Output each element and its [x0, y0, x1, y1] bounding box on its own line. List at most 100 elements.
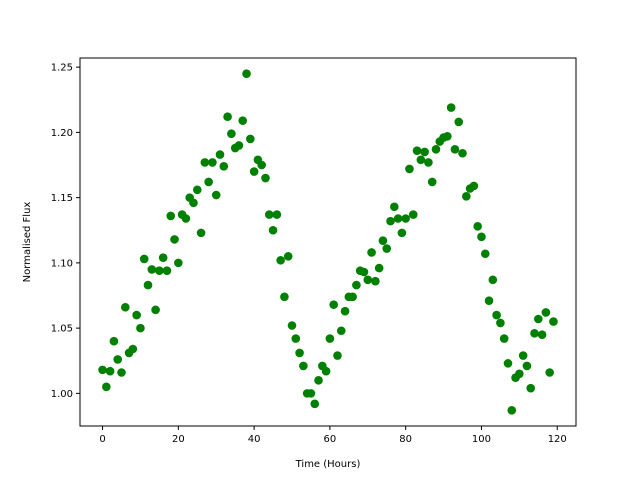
point [333, 351, 342, 360]
point [359, 267, 369, 277]
point [522, 361, 532, 371]
y-tick-label: 1.05 [51, 324, 73, 335]
x-tick-label: 40 [248, 434, 261, 445]
point [325, 334, 335, 343]
y-tick-label: 1.00 [51, 389, 73, 400]
point [446, 103, 456, 112]
point [147, 265, 157, 274]
point [204, 177, 213, 187]
point [382, 244, 392, 253]
point [390, 202, 399, 212]
point [181, 214, 191, 223]
point [450, 145, 460, 154]
x-axis-label: Time (Hours) [295, 459, 361, 470]
point [208, 158, 217, 167]
point [431, 145, 441, 154]
point [420, 147, 429, 157]
point [291, 334, 301, 343]
point [257, 160, 266, 170]
point [314, 376, 323, 385]
point [454, 117, 464, 127]
point [515, 369, 524, 379]
point [499, 334, 509, 343]
point [537, 330, 547, 339]
point [120, 302, 130, 312]
point [215, 150, 225, 159]
point [348, 292, 357, 302]
point [155, 266, 164, 276]
point [427, 177, 437, 187]
point [526, 383, 536, 393]
point [272, 210, 282, 219]
point [416, 155, 426, 165]
point [321, 366, 331, 376]
point [200, 158, 210, 167]
point [151, 305, 160, 315]
y-tick-label: 1.15 [51, 193, 73, 204]
point [261, 173, 270, 183]
x-tick-label: 0 [99, 434, 105, 445]
point [503, 359, 513, 368]
point [473, 222, 482, 231]
point [397, 228, 407, 238]
point [295, 348, 304, 358]
point [242, 69, 251, 78]
point [143, 280, 153, 290]
point [128, 344, 138, 354]
point [170, 235, 179, 244]
point [283, 252, 293, 261]
point [158, 253, 168, 262]
point [189, 198, 198, 208]
point [424, 158, 433, 167]
point [549, 317, 558, 326]
point [378, 236, 388, 245]
point [306, 389, 316, 398]
point [98, 365, 107, 375]
point [533, 314, 543, 324]
point [329, 300, 338, 309]
point [367, 248, 376, 257]
point [340, 306, 350, 316]
point [401, 214, 410, 223]
point [113, 355, 123, 364]
point [386, 216, 395, 226]
point [496, 318, 505, 328]
point [545, 368, 554, 377]
point [443, 131, 452, 141]
point [541, 308, 551, 317]
point [530, 329, 539, 338]
point [477, 232, 486, 242]
point [136, 323, 145, 333]
point [408, 210, 418, 219]
point [105, 366, 115, 376]
point [405, 164, 414, 174]
y-tick-label: 1.20 [51, 128, 73, 139]
point [246, 134, 255, 144]
point [132, 310, 141, 320]
point [462, 192, 471, 201]
point [287, 321, 297, 330]
point [352, 280, 361, 290]
point [268, 225, 278, 235]
point [219, 162, 229, 171]
point [480, 249, 490, 259]
point [363, 275, 373, 285]
point [264, 210, 274, 219]
point [166, 211, 176, 221]
point [139, 254, 149, 264]
point [484, 296, 494, 306]
point [371, 276, 380, 286]
point [393, 214, 403, 223]
point [488, 275, 498, 285]
point [238, 116, 248, 125]
point [276, 255, 285, 265]
point [223, 112, 232, 122]
point [102, 382, 111, 392]
point [518, 351, 528, 360]
x-tick-label: 80 [399, 434, 412, 445]
point [310, 399, 320, 409]
x-tick-label: 120 [548, 434, 567, 445]
point [299, 361, 308, 371]
